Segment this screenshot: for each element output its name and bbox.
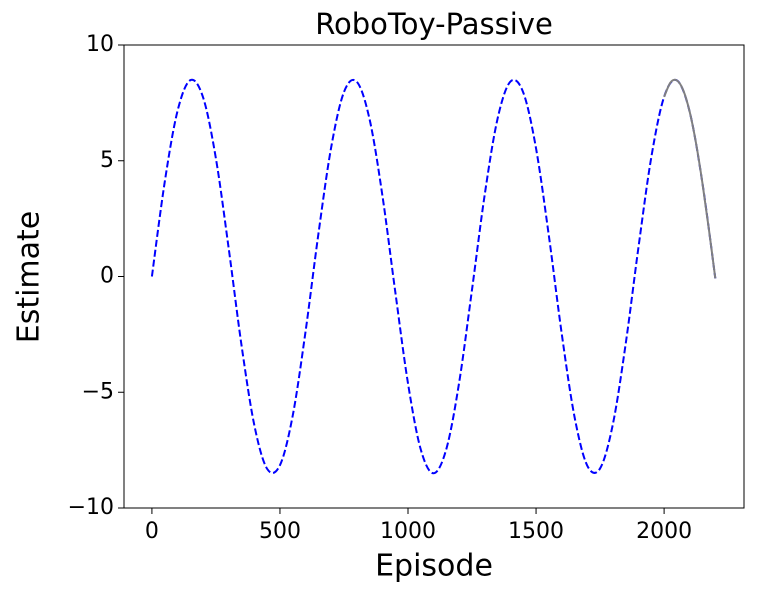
y-tick-label: −10 [68,495,114,520]
y-tick-label: 10 [86,32,114,57]
y-tick-label: 5 [100,148,114,173]
y-tick-label: 0 [100,264,114,289]
x-tick-label: 0 [145,519,159,544]
x-axis-label: Episode [375,549,493,584]
x-tick-label: 1500 [508,519,564,544]
chart-title: RoboToy-Passive [315,7,553,41]
x-tick-label: 500 [259,519,301,544]
plot-frame [123,44,745,509]
series-line [150,78,717,475]
series-line [663,78,717,279]
x-tick-label: 2000 [636,519,692,544]
x-tick-label: 1000 [380,519,436,544]
y-axis-label: Estimate [12,211,47,344]
y-tick-label: −5 [82,379,114,404]
